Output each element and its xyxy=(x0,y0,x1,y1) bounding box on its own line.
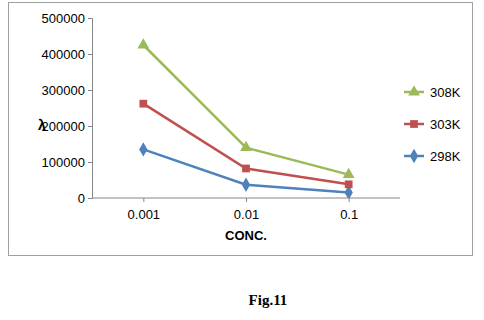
y-tick-label: 500000 xyxy=(42,11,85,26)
y-axis-title: λ xyxy=(38,117,46,133)
y-tick: 500000 xyxy=(42,11,92,26)
series-marker xyxy=(242,177,250,191)
y-tick-mark xyxy=(88,54,92,55)
y-tick-label: 300000 xyxy=(42,83,85,98)
legend-item: 303K xyxy=(404,117,461,132)
legend-label: 298K xyxy=(430,149,461,164)
y-axis-line xyxy=(88,19,93,199)
y-tick: 200000 xyxy=(42,119,92,134)
legend: 308K 303K 298K xyxy=(404,85,461,164)
y-tick: 300000 xyxy=(42,83,92,98)
y-tick-label: 400000 xyxy=(42,47,85,62)
y-tick-mark xyxy=(88,126,92,127)
series-marker xyxy=(345,180,353,188)
y-tick-label: 0 xyxy=(78,191,85,206)
legend-item: 308K xyxy=(404,85,461,100)
series-marker xyxy=(139,100,147,108)
legend-marker xyxy=(408,85,420,95)
y-tick-label: 200000 xyxy=(42,119,85,134)
series-line xyxy=(143,149,348,192)
chart: 0 100000 200000 300000 400000 500000 0.001 0.01… xyxy=(0,0,484,320)
y-axis: 0 100000 200000 300000 400000 500000 xyxy=(42,11,93,206)
y-tick-mark xyxy=(88,18,92,19)
x-tick-label: 0.1 xyxy=(340,207,358,222)
legend-marker xyxy=(410,120,418,128)
series-line xyxy=(143,104,348,185)
y-tick-mark xyxy=(88,198,92,199)
y-tick: 100000 xyxy=(42,155,92,170)
legend-label: 308K xyxy=(430,85,461,100)
series-marker xyxy=(242,165,250,173)
y-tick-mark xyxy=(88,90,92,91)
series-marker xyxy=(139,142,147,156)
y-tick: 0 xyxy=(78,191,92,206)
x-axis: 0.001 0.01 0.1 xyxy=(92,198,400,222)
legend-label: 303K xyxy=(430,117,461,132)
y-tick: 400000 xyxy=(42,47,92,62)
x-tick: 0.1 xyxy=(340,198,358,222)
x-tick-mark xyxy=(349,198,350,202)
series-marker xyxy=(137,38,149,48)
x-tick-label: 0.01 xyxy=(234,207,259,222)
x-tick: 0.01 xyxy=(234,198,259,222)
plot-area xyxy=(137,38,354,198)
chart-frame xyxy=(9,3,473,256)
caption: Fig.11 xyxy=(249,292,288,308)
legend-item: 298K xyxy=(404,149,461,164)
series-marker xyxy=(343,168,355,178)
x-axis-title: CONC. xyxy=(225,228,267,243)
y-tick-label: 100000 xyxy=(42,155,85,170)
x-tick-label: 0.001 xyxy=(128,207,161,222)
x-tick: 0.001 xyxy=(128,198,161,222)
legend-marker xyxy=(410,149,418,163)
x-tick-mark xyxy=(143,198,144,202)
x-tick-mark xyxy=(246,198,247,202)
y-tick-mark xyxy=(88,162,92,163)
series-marker xyxy=(240,141,252,151)
series-line xyxy=(143,45,348,175)
